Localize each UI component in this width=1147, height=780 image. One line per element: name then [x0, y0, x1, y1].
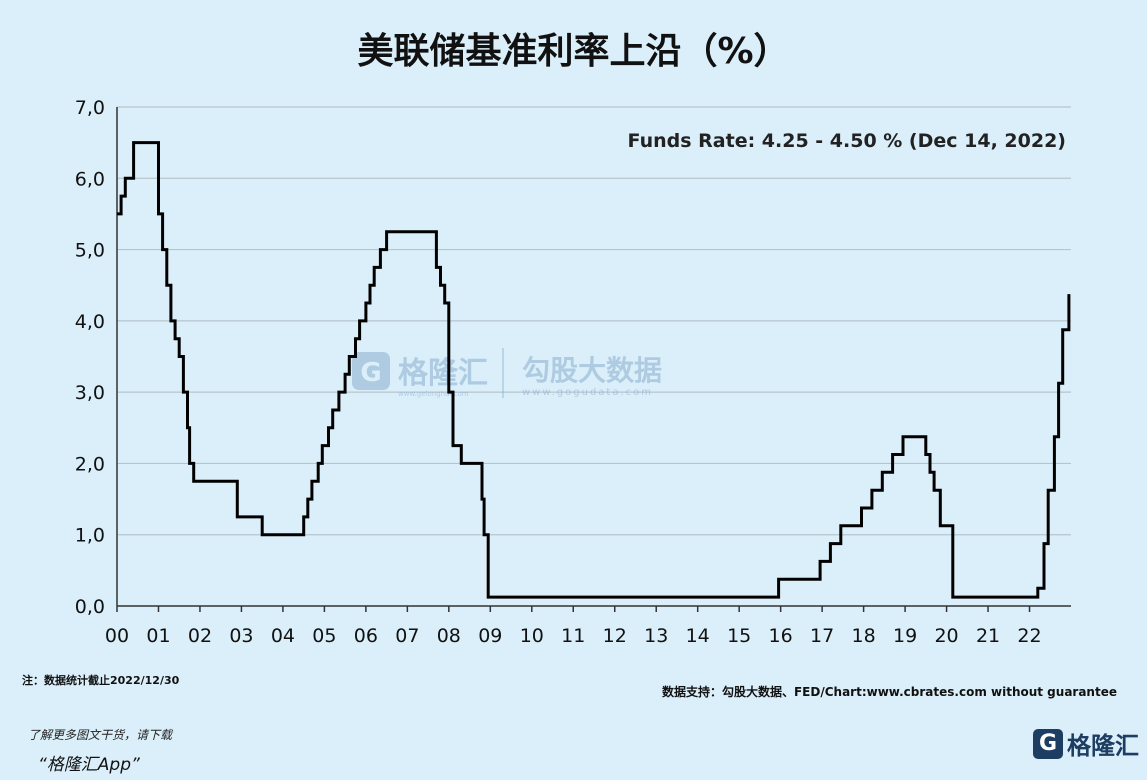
y-tick-label: 3,0	[75, 382, 105, 404]
y-tick-label: 6,0	[75, 168, 105, 190]
x-axis-ticks: 00 01 02 03 04 05 06 07 08 09 10 11 12 13 14 15 16 17 18 19…	[105, 606, 1042, 647]
x-tick-label: 19	[893, 625, 917, 647]
x-tick-label: 07	[395, 625, 419, 647]
x-tick-label: 04	[271, 625, 295, 647]
chart-title: 美联储基准利率上沿（%）	[357, 31, 790, 72]
x-tick-label: 10	[520, 625, 544, 647]
x-tick-label: 20	[934, 625, 958, 647]
x-tick-label: 06	[354, 625, 378, 647]
x-tick-label: 08	[437, 625, 461, 647]
y-tick-label: 1,0	[75, 525, 105, 547]
footnote: 注：数据统计截止2022/12/30	[22, 674, 180, 687]
x-tick-label: 05	[312, 625, 336, 647]
x-tick-label: 03	[229, 625, 253, 647]
watermark-brand: 格隆汇	[398, 356, 488, 391]
x-tick-label: 21	[976, 625, 1000, 647]
y-axis-ticks: 0,0 1,0 2,0 3,0 4,0 5,0 6,0 7,0	[75, 97, 105, 618]
brand-logo: G 格隆汇	[1033, 726, 1139, 761]
y-tick-label: 4,0	[75, 311, 105, 333]
y-tick-label: 5,0	[75, 240, 105, 262]
y-tick-label: 0,0	[75, 596, 105, 618]
x-tick-label: 14	[686, 625, 710, 647]
watermark-brand-url: www.gelonghui.com	[398, 390, 469, 398]
x-tick-label: 12	[603, 625, 627, 647]
watermark-data: 勾股大数据	[522, 354, 662, 387]
promo-line-1: 了解更多图文干货，请下载	[28, 728, 173, 742]
svg-text:G: G	[360, 358, 381, 388]
x-tick-label: 00	[105, 625, 129, 647]
series-line	[117, 141, 1071, 599]
axes	[116, 107, 1071, 607]
x-tick-label: 09	[478, 625, 502, 647]
watermark-data-url: www.gogudata.com	[522, 387, 653, 398]
brand-logo-text: 格隆汇	[1067, 732, 1139, 760]
x-tick-label: 22	[1017, 625, 1041, 647]
x-tick-label: 01	[146, 625, 170, 647]
watermark-logo-icon	[352, 352, 390, 390]
x-tick-label: 11	[561, 625, 585, 647]
x-tick-label: 18	[852, 625, 876, 647]
x-tick-label: 17	[810, 625, 834, 647]
x-tick-label: 16	[769, 625, 793, 647]
brand-g-icon: G	[1033, 728, 1063, 759]
x-tick-label: 15	[727, 625, 751, 647]
source-text: 数据支持：勾股大数据、FED/Chart:www.cbrates.com wit…	[661, 685, 1117, 699]
rate-annotation: Funds Rate: 4.25 - 4.50 % (Dec 14, 2022)	[628, 130, 1066, 152]
gridlines	[117, 106, 1071, 536]
x-tick-label: 02	[188, 625, 212, 647]
y-tick-label: 2,0	[75, 453, 105, 475]
x-tick-label: 13	[644, 625, 668, 647]
promo-line-2: “格隆汇App”	[38, 755, 140, 775]
y-tick-label: 7,0	[75, 97, 105, 119]
watermark: G 格隆汇 www.gelonghui.com 勾股大数据 www.goguda…	[352, 348, 662, 398]
